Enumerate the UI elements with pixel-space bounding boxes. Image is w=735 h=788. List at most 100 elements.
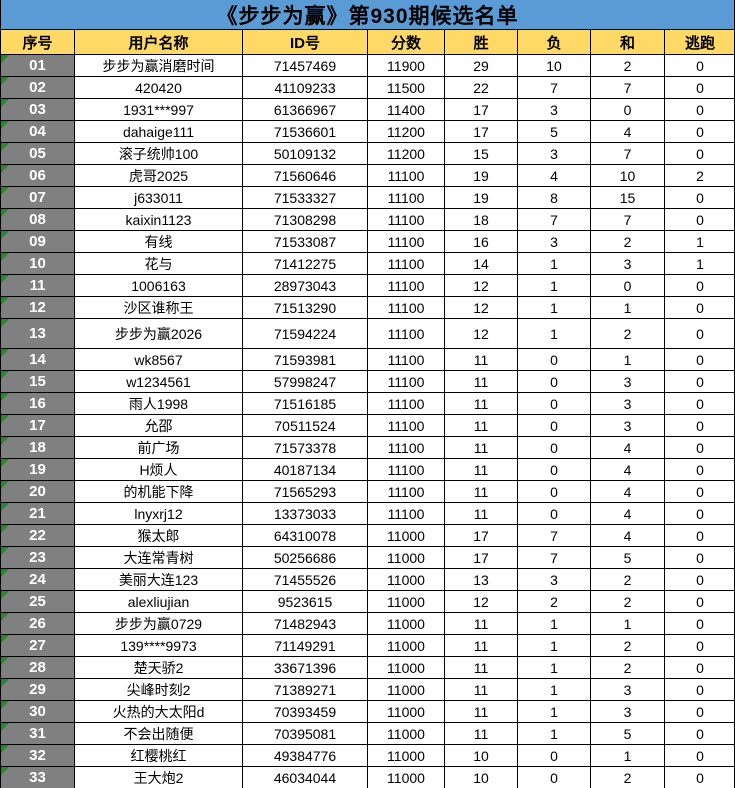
error-flag-icon (1, 767, 9, 775)
draw-cell: 7 (591, 77, 665, 99)
username-cell: 火热的大太阳d (75, 701, 243, 723)
loss-cell: 1 (518, 319, 591, 349)
loss-cell: 4 (518, 165, 591, 187)
row-number-cell: 22 (1, 525, 75, 547)
win-cell: 19 (445, 187, 518, 209)
flee-cell: 0 (665, 701, 734, 723)
score-cell: 11900 (368, 55, 445, 77)
loss-cell: 1 (518, 297, 591, 319)
error-flag-icon (1, 679, 9, 687)
loss-cell: 1 (518, 253, 591, 275)
table-row: 19 H烦人 40187134 11100 11 0 4 0 (1, 459, 734, 481)
error-flag-icon (1, 613, 9, 621)
draw-cell: 4 (591, 503, 665, 525)
id-cell: 71560646 (243, 165, 368, 187)
username-cell: 虎哥2025 (75, 165, 243, 187)
flee-cell: 0 (665, 723, 734, 745)
loss-cell: 3 (518, 99, 591, 121)
win-cell: 19 (445, 165, 518, 187)
win-cell: 17 (445, 99, 518, 121)
draw-cell: 5 (591, 723, 665, 745)
draw-cell: 3 (591, 415, 665, 437)
score-cell: 11000 (368, 767, 445, 788)
table-row: 16 雨人1998 71516185 11100 11 0 3 0 (1, 393, 734, 415)
flee-cell: 0 (665, 679, 734, 701)
error-flag-icon (1, 349, 9, 357)
row-number-cell: 26 (1, 613, 75, 635)
draw-cell: 2 (591, 591, 665, 613)
win-cell: 11 (445, 371, 518, 393)
row-number-cell: 27 (1, 635, 75, 657)
error-flag-icon (1, 319, 9, 327)
win-cell: 13 (445, 569, 518, 591)
loss-cell: 5 (518, 121, 591, 143)
flee-cell: 0 (665, 209, 734, 231)
loss-cell: 2 (518, 591, 591, 613)
draw-cell: 4 (591, 437, 665, 459)
loss-cell: 0 (518, 767, 591, 788)
win-cell: 11 (445, 679, 518, 701)
id-cell: 13373033 (243, 503, 368, 525)
flee-cell: 0 (665, 297, 734, 319)
table-row: 18 前广场 71573378 11100 11 0 4 0 (1, 437, 734, 459)
score-cell: 11000 (368, 613, 445, 635)
username-cell: 139****9973 (75, 635, 243, 657)
win-cell: 11 (445, 613, 518, 635)
loss-cell: 0 (518, 371, 591, 393)
table-row: 17 允邵 70511524 11100 11 0 3 0 (1, 415, 734, 437)
flee-cell: 0 (665, 349, 734, 371)
username-cell: 王大炮2 (75, 767, 243, 788)
error-flag-icon (1, 371, 9, 379)
error-flag-icon (1, 745, 9, 753)
error-flag-icon (1, 209, 9, 217)
id-cell: 71412275 (243, 253, 368, 275)
error-flag-icon (1, 393, 9, 401)
table-row: 25 alexliujian 9523615 11000 12 2 2 0 (1, 591, 734, 613)
id-cell: 70395081 (243, 723, 368, 745)
table-row: 06 虎哥2025 71560646 11100 19 4 10 2 (1, 165, 734, 187)
draw-cell: 2 (591, 635, 665, 657)
id-cell: 71389271 (243, 679, 368, 701)
id-cell: 71308298 (243, 209, 368, 231)
table-row: 04 dahaige111 71536601 11200 17 5 4 0 (1, 121, 734, 143)
row-number-cell: 29 (1, 679, 75, 701)
loss-cell: 1 (518, 723, 591, 745)
win-cell: 17 (445, 121, 518, 143)
id-cell: 46034044 (243, 767, 368, 788)
table-row: 02 420420 41109233 11500 22 7 7 0 (1, 77, 734, 99)
flee-cell: 0 (665, 99, 734, 121)
table-row: 12 沙区谁称王 71513290 11100 12 1 1 0 (1, 297, 734, 319)
score-cell: 11100 (368, 297, 445, 319)
error-flag-icon (1, 525, 9, 533)
win-cell: 11 (445, 657, 518, 679)
col-header-win: 胜 (445, 30, 518, 55)
win-cell: 17 (445, 547, 518, 569)
table-row: 08 kaixin1123 71308298 11100 18 7 7 0 (1, 209, 734, 231)
loss-cell: 3 (518, 569, 591, 591)
username-cell: 大连常青树 (75, 547, 243, 569)
loss-cell: 10 (518, 55, 591, 77)
loss-cell: 3 (518, 231, 591, 253)
flee-cell: 0 (665, 187, 734, 209)
loss-cell: 7 (518, 209, 591, 231)
draw-cell: 4 (591, 459, 665, 481)
draw-cell: 1 (591, 745, 665, 767)
draw-cell: 2 (591, 767, 665, 788)
draw-cell: 0 (591, 99, 665, 121)
draw-cell: 2 (591, 657, 665, 679)
score-cell: 11100 (368, 231, 445, 253)
error-flag-icon (1, 591, 9, 599)
score-cell: 11000 (368, 569, 445, 591)
table-body: 01 步步为赢消磨时间 71457469 11900 29 10 2 0 02 … (1, 55, 734, 788)
username-cell: 的机能下降 (75, 481, 243, 503)
table-row: 31 不会出随便 70395081 11000 11 1 5 0 (1, 723, 734, 745)
loss-cell: 0 (518, 437, 591, 459)
loss-cell: 0 (518, 459, 591, 481)
row-number-cell: 19 (1, 459, 75, 481)
loss-cell: 7 (518, 525, 591, 547)
draw-cell: 2 (591, 231, 665, 253)
score-cell: 11100 (368, 371, 445, 393)
flee-cell: 0 (665, 319, 734, 349)
row-number-cell: 13 (1, 319, 75, 349)
loss-cell: 1 (518, 275, 591, 297)
